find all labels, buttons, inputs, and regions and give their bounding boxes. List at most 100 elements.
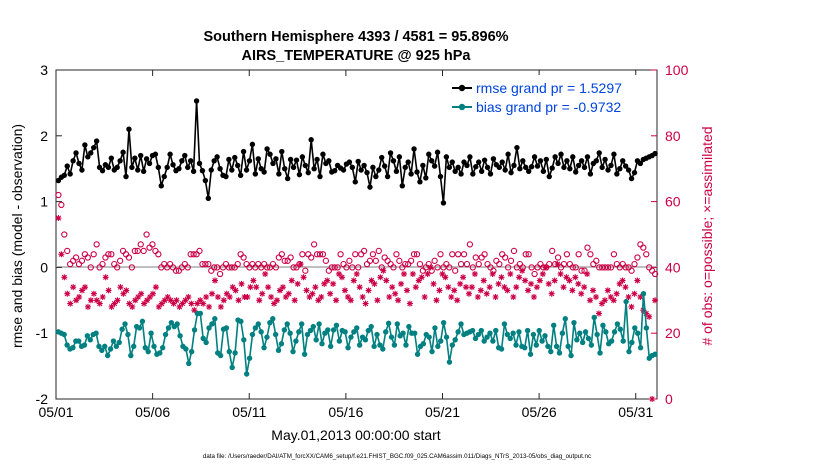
rmse-point bbox=[264, 146, 270, 152]
obs-assimilated-point bbox=[214, 294, 221, 301]
obs-assimilated-point bbox=[209, 290, 216, 297]
obs-possible-point bbox=[390, 264, 397, 271]
bias-point bbox=[620, 338, 626, 344]
bias-point bbox=[264, 334, 270, 340]
rmse-point bbox=[240, 148, 247, 155]
obs-assimilated-point bbox=[590, 287, 597, 294]
bias-point bbox=[348, 334, 354, 340]
bias-point bbox=[545, 343, 551, 350]
obs-possible-point bbox=[475, 260, 482, 268]
rmse-point bbox=[478, 168, 485, 175]
bias-point bbox=[272, 331, 279, 338]
obs-possible-point bbox=[310, 241, 318, 248]
obs-possible-point bbox=[481, 251, 488, 258]
obs-assimilated-point bbox=[418, 274, 425, 281]
obs-possible-point bbox=[396, 257, 403, 264]
obs-assimilated-point bbox=[525, 287, 532, 294]
obs-possible-point bbox=[331, 264, 338, 271]
obs-assimilated-point bbox=[652, 297, 659, 304]
bias-point bbox=[426, 334, 432, 340]
rmse-point bbox=[543, 156, 550, 163]
obs-assimilated-point bbox=[276, 287, 283, 294]
rmse-point bbox=[361, 162, 367, 169]
bias-point bbox=[168, 319, 175, 326]
obs-assimilated-point bbox=[238, 280, 245, 287]
obs-possible-point bbox=[134, 247, 141, 255]
rmse-point bbox=[126, 126, 132, 132]
rmse-point bbox=[358, 167, 364, 173]
obs-assimilated-point bbox=[430, 280, 437, 287]
rmse-point bbox=[517, 166, 523, 172]
bias-point bbox=[600, 322, 606, 329]
obs-possible-point bbox=[105, 251, 112, 258]
obs-possible-point bbox=[569, 264, 576, 271]
rmse-point bbox=[246, 158, 253, 164]
obs-possible-point bbox=[213, 264, 221, 271]
rmse-point bbox=[414, 169, 420, 175]
rmse-point bbox=[417, 179, 423, 185]
bias-point bbox=[455, 329, 461, 335]
rmse-point bbox=[520, 158, 526, 164]
bias-point bbox=[568, 352, 574, 359]
bias-point bbox=[490, 338, 496, 344]
bias-point bbox=[293, 338, 299, 344]
obs-possible-point bbox=[463, 260, 471, 268]
obs-assimilated-point bbox=[306, 294, 313, 301]
rmse-point bbox=[393, 168, 400, 175]
obs-possible-point bbox=[234, 260, 241, 268]
bias-point bbox=[113, 343, 120, 350]
bias-point bbox=[136, 325, 143, 331]
obs-assimilated-point bbox=[374, 297, 381, 304]
y-tick-label-left: 0 bbox=[40, 259, 48, 275]
bias-point bbox=[258, 329, 264, 335]
rmse-point bbox=[293, 157, 300, 163]
bias-point bbox=[333, 322, 340, 329]
obs-possible-point bbox=[184, 264, 191, 271]
bias-point bbox=[536, 327, 542, 334]
bias-point bbox=[371, 343, 377, 350]
rmse-point bbox=[152, 151, 159, 157]
obs-assimilated-point bbox=[182, 297, 189, 304]
bias-point bbox=[493, 327, 499, 334]
obs-assimilated-point bbox=[389, 284, 396, 291]
x-tick-label: 05/11 bbox=[232, 404, 266, 420]
obs-possible-point bbox=[416, 260, 424, 268]
obs-possible-point bbox=[90, 251, 97, 258]
bias-point bbox=[336, 338, 343, 344]
y-tick-label-left: -2 bbox=[36, 391, 49, 407]
bias-point bbox=[469, 327, 476, 334]
bias-point bbox=[420, 341, 427, 347]
obs-possible-point bbox=[407, 257, 415, 264]
rmse-point bbox=[88, 150, 94, 156]
obs-assimilated-point bbox=[229, 284, 236, 291]
rmse-point bbox=[467, 154, 473, 160]
obs-assimilated-point bbox=[220, 297, 227, 304]
rmse-point bbox=[267, 151, 273, 157]
obs-possible-point bbox=[322, 257, 330, 264]
obs-assimilated-point bbox=[649, 396, 656, 402]
rmse-point bbox=[514, 144, 520, 151]
obs-possible-point bbox=[431, 257, 438, 264]
obs-possible-point bbox=[634, 254, 641, 261]
obs-possible-point bbox=[278, 251, 285, 258]
rmse-point bbox=[229, 167, 235, 173]
rmse-point bbox=[261, 169, 267, 175]
rmse-point bbox=[564, 158, 570, 164]
y-tick-label-right: 60 bbox=[665, 194, 681, 210]
obs-assimilated-point bbox=[631, 290, 638, 297]
rmse-point bbox=[140, 168, 147, 175]
bias-point bbox=[122, 321, 128, 327]
rmse-point bbox=[355, 158, 361, 165]
bias-point bbox=[64, 342, 70, 348]
obs-possible-point bbox=[587, 251, 594, 258]
obs-assimilated-point bbox=[84, 303, 91, 310]
obs-possible-point bbox=[143, 231, 150, 238]
obs-assimilated-point bbox=[427, 264, 434, 271]
rmse-point bbox=[123, 173, 129, 180]
bias-point bbox=[542, 333, 548, 339]
bias-point bbox=[212, 316, 218, 322]
rmse-point bbox=[625, 167, 632, 173]
obs-possible-point bbox=[337, 251, 344, 258]
bias-point bbox=[75, 338, 82, 344]
rmse-point bbox=[340, 167, 347, 173]
